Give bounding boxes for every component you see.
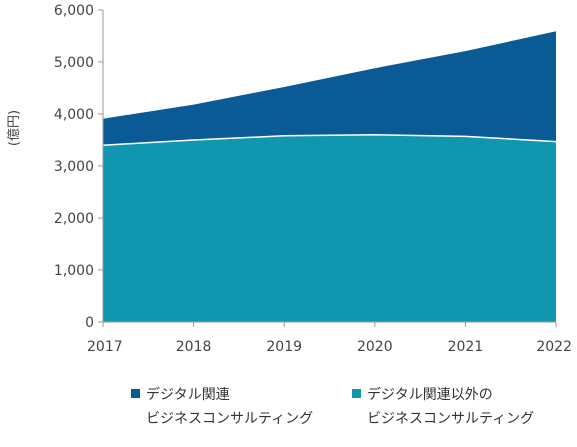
x-tick-label: 2018 bbox=[176, 339, 212, 355]
y-tick-label: 2,000 bbox=[54, 211, 94, 227]
series-boundary-line bbox=[102, 134, 557, 146]
legend-item-non-digital: デジタル関連以外の ビジネスコンサルティング bbox=[352, 383, 534, 431]
legend-label-non-digital-line1: デジタル関連以外の bbox=[367, 387, 493, 403]
y-tick-label: 4,000 bbox=[54, 107, 94, 123]
y-tick-label: 3,000 bbox=[54, 159, 94, 175]
legend-swatch-non-digital bbox=[352, 389, 361, 398]
area-non-digital bbox=[103, 134, 556, 322]
y-ticks: 0 1,000 2,000 3,000 4,000 5,000 6,000 bbox=[54, 3, 103, 331]
y-tick-label: 5,000 bbox=[54, 55, 94, 71]
y-axis-title: (億円) bbox=[6, 110, 22, 146]
y-tick-label: 1,000 bbox=[54, 263, 94, 279]
plot-areas bbox=[102, 31, 557, 322]
x-tick-label: 2022 bbox=[536, 339, 572, 355]
x-tick-label: 2020 bbox=[357, 339, 393, 355]
legend-item-digital: デジタル関連 ビジネスコンサルティング bbox=[131, 383, 313, 431]
area-digital bbox=[103, 31, 556, 146]
y-tick-label: 0 bbox=[85, 315, 94, 331]
x-ticks: 2017 2018 2019 2020 2021 2022 bbox=[87, 322, 572, 355]
x-tick-label: 2017 bbox=[87, 339, 123, 355]
x-tick-label: 2019 bbox=[266, 339, 302, 355]
legend-label-digital-line2: ビジネスコンサルティング bbox=[146, 411, 314, 427]
x-tick-label: 2021 bbox=[448, 339, 484, 355]
legend-swatch-digital bbox=[131, 389, 140, 398]
legend-label-digital-line1: デジタル関連 bbox=[146, 387, 230, 403]
y-tick-label: 6,000 bbox=[54, 3, 94, 19]
legend-label-non-digital-line2: ビジネスコンサルティング bbox=[367, 411, 535, 427]
